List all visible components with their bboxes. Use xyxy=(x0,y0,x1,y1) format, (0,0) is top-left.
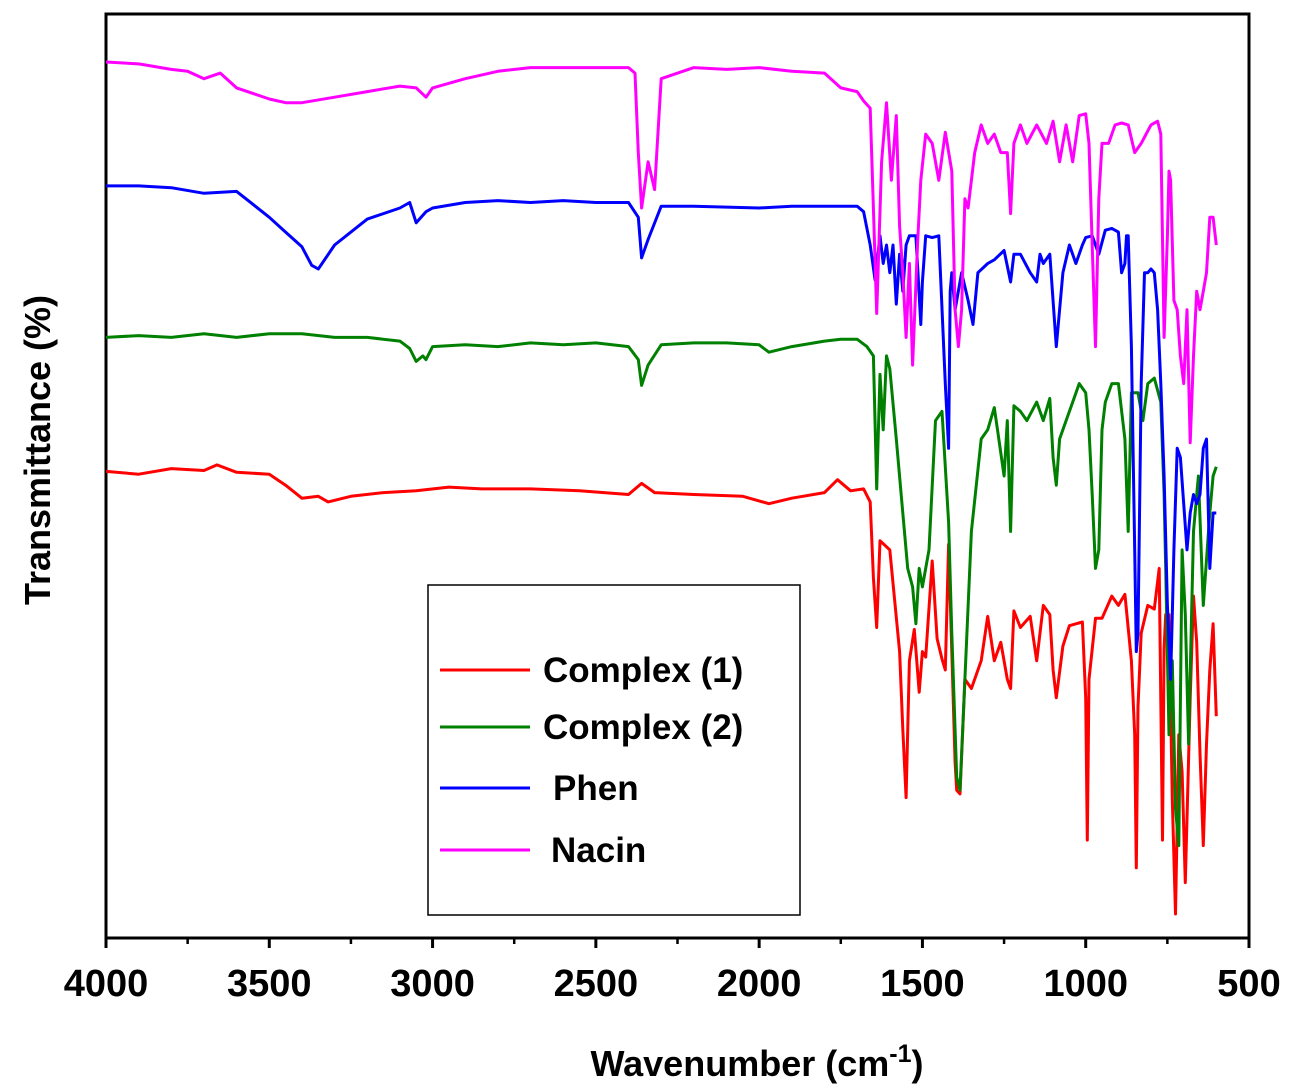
legend: Complex (1) Complex (2) Phen Nacin xyxy=(427,584,801,916)
series-line-1 xyxy=(105,332,1218,848)
x-tick-label: 1500 xyxy=(880,963,965,1005)
legend-items: Complex (1) Complex (2) Phen Nacin xyxy=(440,651,743,870)
x-tick-label: 3500 xyxy=(227,963,312,1005)
y-axis-title: Transmittance (%) xyxy=(17,295,58,605)
series-layer xyxy=(105,60,1218,916)
x-tick-label: 4000 xyxy=(64,963,149,1005)
legend-label-2: Phen xyxy=(553,769,639,808)
x-axis-title: Wavenumber (cm-1) xyxy=(591,1040,924,1084)
legend-label-3: Nacin xyxy=(551,831,646,870)
x-tick-label: 1000 xyxy=(1043,963,1128,1005)
x-tick-label: 2000 xyxy=(717,963,802,1005)
legend-label-0: Complex (1) xyxy=(543,651,743,690)
x-tick-label: 2500 xyxy=(554,963,639,1005)
series-line-0 xyxy=(105,463,1218,916)
series-line-3 xyxy=(105,60,1218,445)
x-axis: 4000 3500 3000 2500 2000 1500 1000 500 xyxy=(64,938,1281,1005)
legend-label-1: Complex (2) xyxy=(543,708,743,747)
series-line-2 xyxy=(106,184,1217,681)
legend-box xyxy=(427,584,801,916)
x-tick-label: 500 xyxy=(1217,963,1280,1005)
x-tick-label: 3000 xyxy=(390,963,475,1005)
